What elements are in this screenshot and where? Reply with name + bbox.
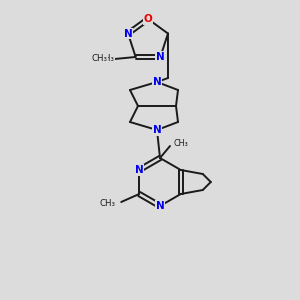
Text: N: N (153, 77, 161, 87)
Text: CH₃: CH₃ (99, 55, 115, 64)
Text: CH₃: CH₃ (99, 200, 115, 208)
Text: N: N (156, 52, 165, 62)
Text: N: N (153, 125, 161, 135)
Text: CH₃: CH₃ (92, 55, 108, 64)
Text: N: N (135, 165, 144, 175)
Text: CH₃: CH₃ (174, 140, 189, 148)
Text: N: N (124, 28, 132, 38)
Text: O: O (144, 14, 152, 24)
Text: N: N (156, 201, 164, 211)
